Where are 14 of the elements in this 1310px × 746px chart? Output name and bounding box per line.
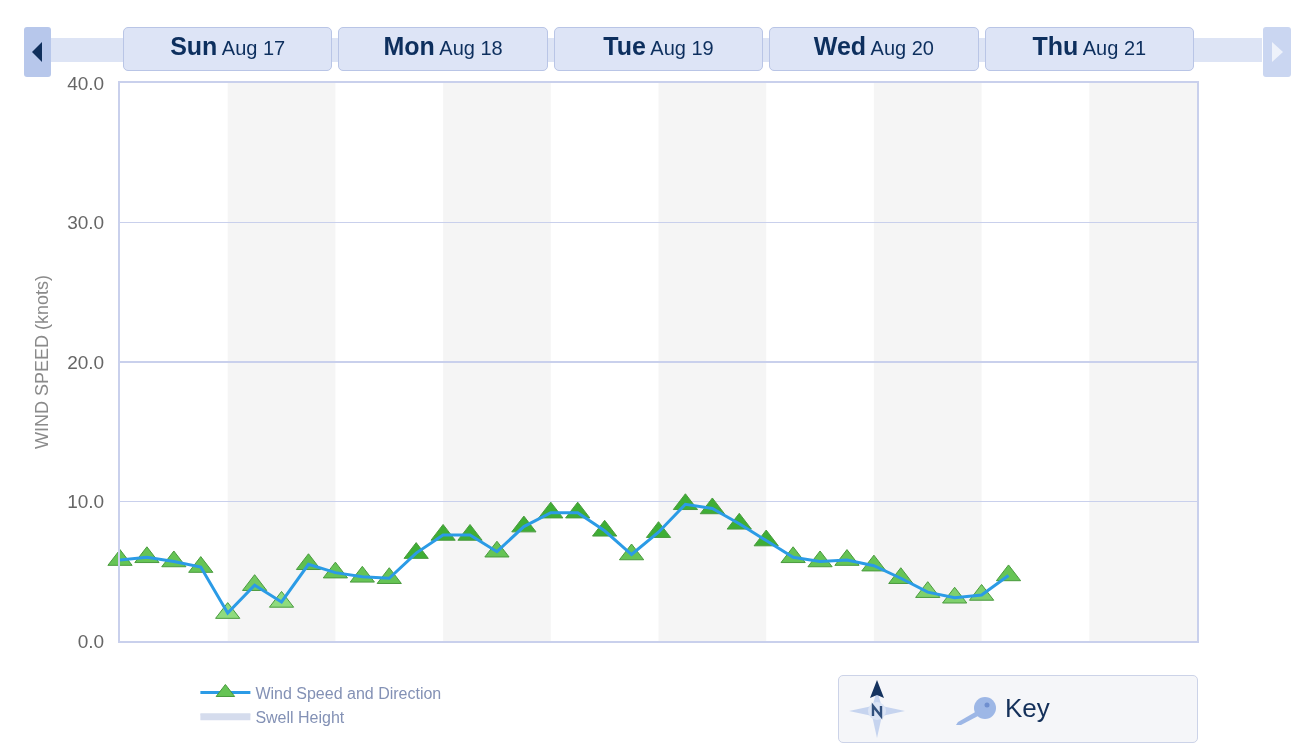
x-tick-label: Mon Aug 18 bbox=[383, 32, 503, 60]
x-tick-label: Wed Aug 20 bbox=[813, 32, 934, 60]
legend-label: Swell Height bbox=[255, 708, 345, 726]
y-tick-label: 20.0 bbox=[67, 351, 105, 373]
y-tick-label: 30.0 bbox=[67, 212, 105, 234]
legend-label: Wind Speed and Direction bbox=[255, 684, 442, 702]
x-tick-label: Tue Aug 19 bbox=[603, 32, 714, 60]
x-tick-label: Sun Aug 17 bbox=[170, 32, 286, 60]
y-axis-title: WIND SPEED (knots) bbox=[31, 274, 52, 450]
y-tick-label: 40.0 bbox=[67, 72, 105, 94]
y-tick-label: 10.0 bbox=[67, 491, 105, 513]
key-button: Key bbox=[838, 675, 1198, 743]
y-tick-label: 0.0 bbox=[77, 630, 105, 652]
x-tick-label: Thu Aug 21 bbox=[1032, 32, 1147, 60]
